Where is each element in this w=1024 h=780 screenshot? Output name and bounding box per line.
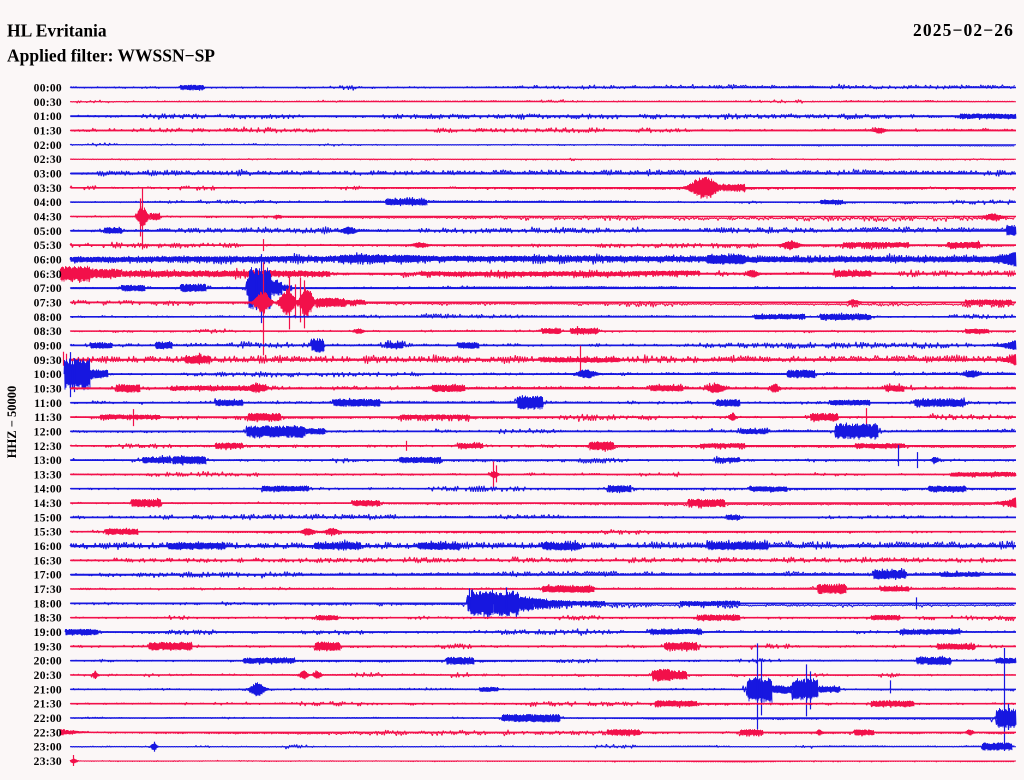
svg-text:19:30: 19:30 (34, 641, 62, 653)
svg-text:10:00: 10:00 (34, 369, 62, 381)
svg-text:03:30: 03:30 (34, 183, 62, 195)
svg-text:12:00: 12:00 (34, 426, 62, 438)
svg-text:HHZ − 50000: HHZ − 50000 (5, 386, 19, 458)
svg-text:18:30: 18:30 (34, 613, 62, 625)
svg-text:13:30: 13:30 (34, 469, 62, 481)
svg-text:11:30: 11:30 (34, 412, 62, 424)
svg-text:18:00: 18:00 (34, 598, 62, 610)
svg-text:05:00: 05:00 (34, 226, 62, 238)
svg-text:07:00: 07:00 (34, 283, 62, 295)
svg-text:01:00: 01:00 (34, 111, 62, 123)
svg-text:04:00: 04:00 (34, 197, 62, 209)
svg-text:11:00: 11:00 (34, 398, 62, 410)
svg-text:HL Evritania: HL Evritania (7, 21, 107, 41)
svg-text:01:30: 01:30 (34, 126, 62, 138)
svg-text:20:00: 20:00 (34, 656, 62, 668)
svg-text:2025−02−26: 2025−02−26 (913, 20, 1014, 40)
svg-text:02:30: 02:30 (34, 154, 62, 166)
svg-text:09:30: 09:30 (34, 355, 62, 367)
svg-text:10:30: 10:30 (34, 383, 62, 395)
svg-text:19:00: 19:00 (34, 627, 62, 639)
svg-text:Applied filter: WWSSN−SP: Applied filter: WWSSN−SP (7, 46, 215, 66)
svg-text:02:00: 02:00 (34, 140, 62, 152)
svg-text:21:00: 21:00 (34, 684, 62, 696)
svg-text:22:30: 22:30 (34, 727, 62, 739)
svg-text:17:30: 17:30 (34, 584, 62, 596)
svg-text:05:30: 05:30 (34, 240, 62, 252)
svg-text:15:30: 15:30 (34, 527, 62, 539)
svg-text:20:30: 20:30 (34, 670, 62, 682)
svg-text:23:00: 23:00 (34, 742, 62, 754)
svg-text:03:00: 03:00 (34, 169, 62, 181)
svg-text:22:00: 22:00 (34, 713, 62, 725)
svg-text:16:30: 16:30 (34, 555, 62, 567)
svg-text:16:00: 16:00 (34, 541, 62, 553)
svg-text:08:30: 08:30 (34, 326, 62, 338)
svg-text:23:30: 23:30 (34, 756, 62, 768)
svg-text:14:30: 14:30 (34, 498, 62, 510)
svg-text:17:00: 17:00 (34, 570, 62, 582)
svg-text:06:30: 06:30 (34, 269, 62, 281)
svg-text:13:00: 13:00 (34, 455, 62, 467)
svg-text:15:00: 15:00 (34, 512, 62, 524)
svg-text:12:30: 12:30 (34, 441, 62, 453)
svg-text:21:30: 21:30 (34, 699, 62, 711)
svg-text:09:00: 09:00 (34, 340, 62, 352)
svg-text:08:00: 08:00 (34, 312, 62, 324)
svg-text:07:30: 07:30 (34, 297, 62, 309)
svg-text:06:00: 06:00 (34, 255, 62, 267)
svg-text:04:30: 04:30 (34, 212, 62, 224)
svg-text:14:00: 14:00 (34, 484, 62, 496)
svg-text:00:00: 00:00 (34, 83, 62, 95)
svg-text:00:30: 00:30 (34, 97, 62, 109)
